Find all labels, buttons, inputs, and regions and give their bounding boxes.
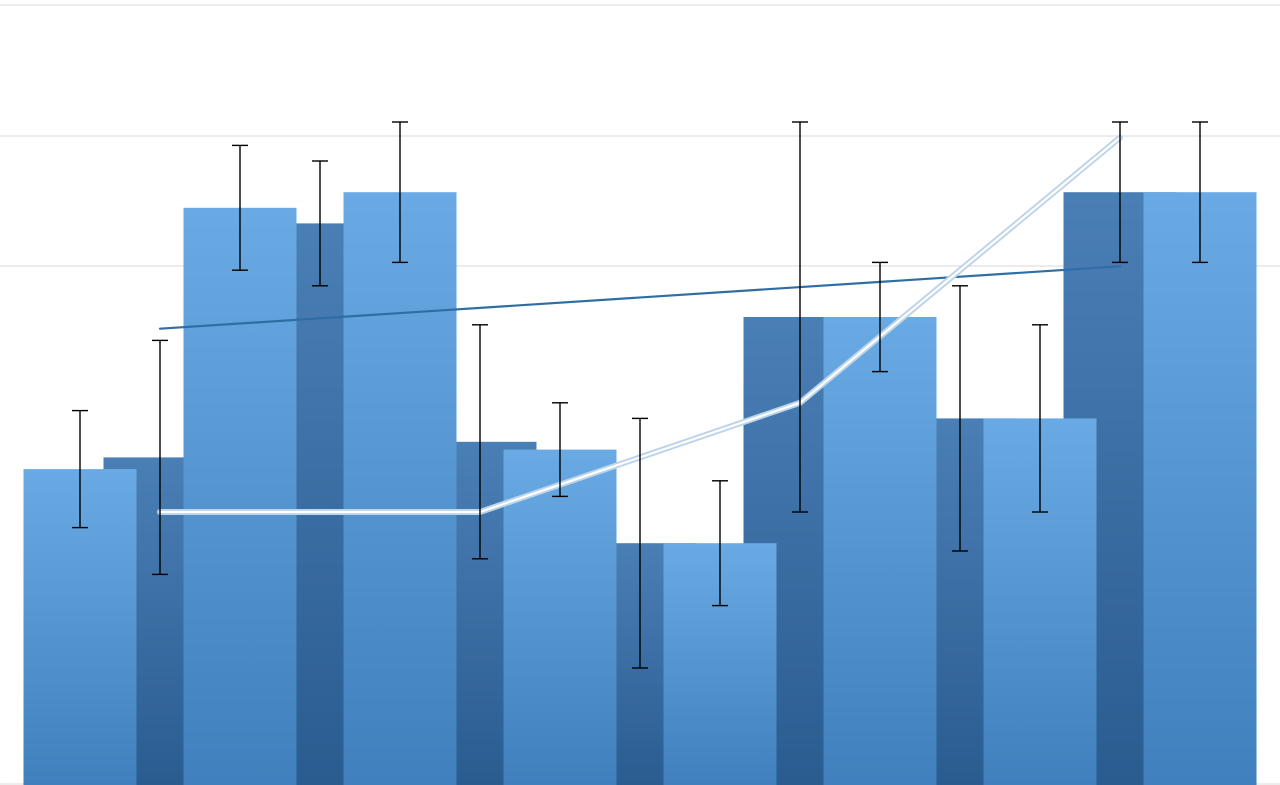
bar-front	[1144, 192, 1257, 785]
bar-front	[344, 192, 457, 785]
combo-bar-chart	[0, 0, 1280, 785]
chart-svg	[0, 0, 1280, 785]
bar-front	[824, 317, 937, 785]
bar-front	[184, 208, 297, 785]
